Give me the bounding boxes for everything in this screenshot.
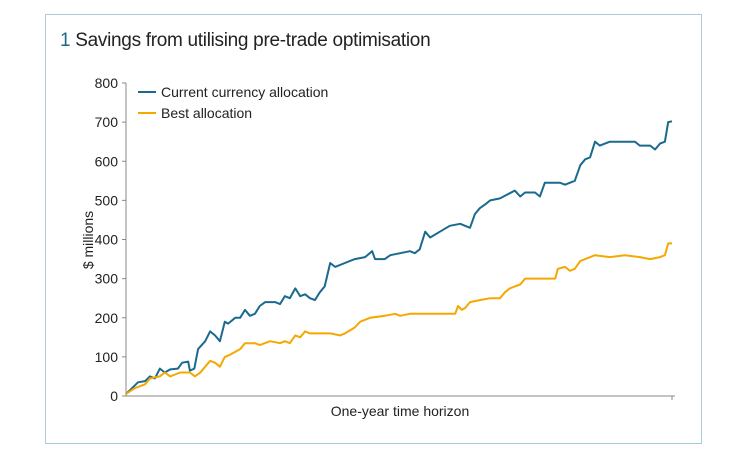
y-tick-label: 0 <box>110 388 118 404</box>
x-axis-label: One-year time horizon <box>331 403 470 419</box>
y-tick-label: 300 <box>95 271 119 287</box>
figure-number: 1 <box>60 30 71 51</box>
current-allocation-line <box>125 120 673 395</box>
figure-frame <box>45 14 702 444</box>
legend-label-best: Best allocation <box>161 105 252 121</box>
y-tick-label: 700 <box>95 114 119 130</box>
legend: Current currency allocation Best allocat… <box>138 84 328 121</box>
y-tick-label: 800 <box>95 75 119 91</box>
legend-label-current: Current currency allocation <box>161 84 328 100</box>
y-tick-label: 400 <box>95 232 119 248</box>
y-axis-label: $ millions <box>80 211 96 269</box>
figure-title-text: Savings from utilising pre-trade optimis… <box>75 30 431 51</box>
axes <box>122 82 675 400</box>
series-lines <box>125 120 673 395</box>
figure-title: 1 Savings from utilising pre-trade optimi… <box>60 30 431 52</box>
best-allocation-line <box>125 242 672 395</box>
y-tick-label: 100 <box>95 349 119 365</box>
y-tick-label: 200 <box>95 310 119 326</box>
y-tick-labels: 0 100 200 300 400 500 600 700 800 <box>95 75 119 404</box>
y-tick-label: 600 <box>95 153 119 169</box>
y-tick-label: 500 <box>95 192 119 208</box>
